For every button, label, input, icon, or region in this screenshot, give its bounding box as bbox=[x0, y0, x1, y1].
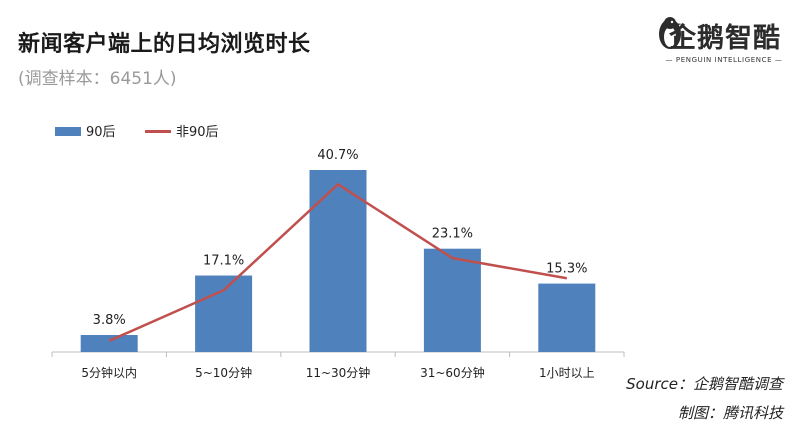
data-label-5: 15.3% bbox=[546, 262, 587, 277]
brand-logo: 企鹅智酷 — PENGUIN INTELLIGENCE — bbox=[653, 10, 791, 72]
brand-name: 企鹅智酷 bbox=[669, 23, 781, 54]
bar-2 bbox=[195, 275, 253, 352]
data-label-3: 40.7% bbox=[317, 148, 358, 163]
brand-tagline: — PENGUIN INTELLIGENCE — bbox=[665, 56, 783, 64]
data-label-1: 3.8% bbox=[93, 313, 126, 328]
legend-label-series-1: 90后 bbox=[86, 125, 116, 140]
chart-title: 新闻客户端上的日均浏览时长 bbox=[18, 32, 311, 57]
x-tick-label-3: 11~30分钟 bbox=[306, 365, 371, 380]
x-tick-label-2: 5~10分钟 bbox=[195, 365, 252, 380]
x-tick-label-4: 31~60分钟 bbox=[420, 365, 485, 380]
bar-1 bbox=[80, 335, 138, 352]
bar-5 bbox=[538, 283, 596, 352]
bar-4 bbox=[423, 248, 481, 352]
penguin-icon bbox=[659, 17, 682, 49]
data-label-2: 17.1% bbox=[203, 254, 244, 269]
credit-note: 制图：腾讯科技 bbox=[677, 404, 783, 422]
legend-swatch-series-1 bbox=[55, 127, 81, 136]
legend-label-series-2: 非90后 bbox=[176, 125, 219, 140]
x-tick-label-5: 1小时以上 bbox=[539, 366, 595, 380]
plot-area: 3.8% 5分钟以内 17.1% 5~10分钟 40.7% 11~30分钟 23.1% 31~… bbox=[51, 148, 625, 380]
source-note: Source：企鹅智酷调查 bbox=[626, 375, 783, 393]
legend: 90后 非90后 bbox=[55, 125, 219, 140]
chart-subtitle: (调查样本：6451人) bbox=[18, 69, 177, 89]
data-label-4: 23.1% bbox=[432, 227, 473, 242]
x-tick-label-1: 5分钟以内 bbox=[81, 365, 137, 380]
